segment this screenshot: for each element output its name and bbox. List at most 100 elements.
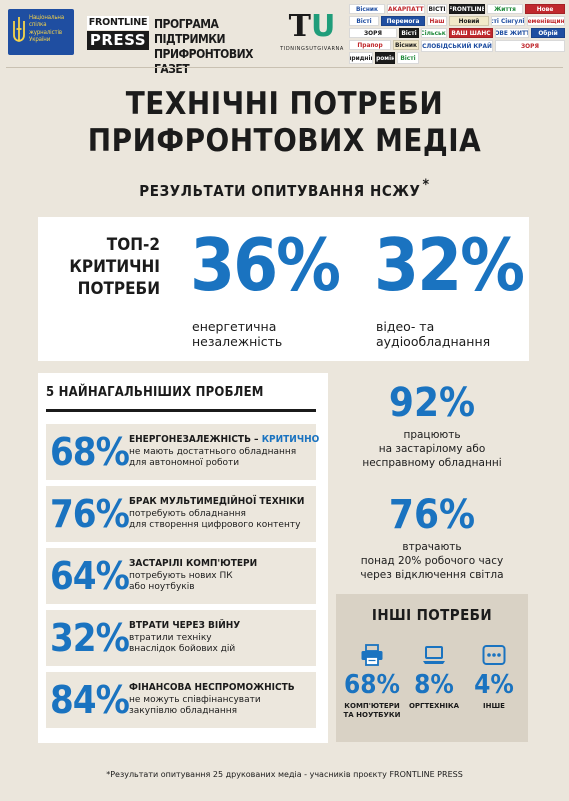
problem-value: 76% — [50, 492, 130, 536]
newspaper-masthead: Вісті — [397, 52, 419, 64]
other-needs-panel: ІНШІ ПОТРЕБИ 68% КОМП'ЮТЕРИ ТА НОУТБУКИ … — [336, 594, 528, 742]
problem-title-text: ФІНАНСОВА НЕСПРОМОЖНІСТЬ — [129, 682, 295, 693]
problem-item-background — [46, 672, 316, 728]
problem-description-line-1: потребують нових ПК — [129, 571, 233, 581]
page-subtitle: РЕЗУЛЬТАТИ ОПИТУВАННЯ НСЖУ * — [0, 177, 569, 200]
problem-item: 84% ФІНАНСОВА НЕСПРОМОЖНІСТЬ не можуть с… — [46, 672, 316, 728]
top-needs-label-line-1: ТОП-2 — [106, 235, 160, 255]
newspaper-masthead: Промінь — [375, 52, 395, 64]
top-need-caption: енергетична незалежність — [192, 319, 282, 349]
problem-title: ФІНАНСОВА НЕСПРОМОЖНІСТЬ — [129, 682, 295, 694]
newspaper-masthead: ВІСТІ — [427, 4, 447, 14]
newspaper-masthead: ВАШ ШАНС — [449, 28, 493, 38]
newspaper-mastheads-collage: ВісникЗАКАРПАТТЯВІСТІFRONTLINEЖиттяНовеВ… — [349, 4, 565, 66]
stat-caption: втрачають понад 20% робочого часу через … — [336, 540, 528, 582]
problem-description-line-1: потребують обладнання — [129, 509, 246, 519]
other-need-label-line-1: ІНШЕ — [483, 702, 505, 710]
program-title: ПРОГРАМА ПІДТРИМКИ ПРИФРОНТОВИХ ГАЗЕТ — [154, 17, 253, 76]
stat-value: 92% — [388, 380, 476, 426]
more-dots-icon — [482, 645, 506, 665]
newspaper-masthead: Сільські — [421, 28, 447, 38]
frontline-press-logo-bottom: PRESS — [87, 31, 149, 50]
problem-description: втратили техніку внаслідок бойових дій — [129, 633, 235, 655]
newspaper-masthead: ЗОРЯ — [495, 40, 565, 52]
problem-value: 84% — [50, 678, 130, 722]
problem-title-text: БРАК МУЛЬТИМЕДІЙНОЇ ТЕХНІКИ — [129, 496, 305, 507]
other-needs-heading: ІНШІ ПОТРЕБИ — [371, 606, 493, 624]
stat-caption-line-3: несправному обладнанні — [362, 457, 502, 469]
newspaper-masthead: Новий — [449, 16, 489, 26]
problem-title: ЕНЕРГОНЕЗАЛЕЖНІСТЬ – КРИТИЧНО — [129, 434, 319, 446]
problem-title: ВТРАТИ ЧЕРЕЗ ВІЙНУ — [129, 620, 240, 632]
top-need-caption-line-2: незалежність — [192, 334, 283, 349]
footnote: *Результати опитування 25 друкованих мед… — [106, 770, 463, 779]
problem-item: 68% ЕНЕРГОНЕЗАЛЕЖНІСТЬ – КРИТИЧНО не маю… — [46, 424, 319, 480]
newspaper-masthead: СЛОБІДСЬКИЙ КРАЙ — [421, 40, 493, 52]
tu-logo-mark: TU — [278, 11, 346, 43]
other-need-value: 4% — [474, 670, 514, 700]
other-need-label: ОРГТЕХНІКА — [404, 702, 464, 711]
problems-heading: 5 НАЙНАГАЛЬНІШИХ ПРОБЛЕМ — [46, 385, 264, 400]
problem-item-background — [46, 486, 316, 542]
problem-title-text: ЕНЕРГОНЕЗАЛЕЖНІСТЬ – — [129, 434, 262, 445]
problem-description: потребують нових ПК або ноутбуків — [129, 571, 233, 593]
problem-title: ЗАСТАРІЛІ КОМП'ЮТЕРИ — [129, 558, 257, 570]
other-need-label: ІНШЕ — [464, 702, 524, 711]
tu-logo-u: U — [310, 9, 336, 44]
problem-value: 68% — [50, 430, 130, 474]
top-problems-panel: 5 НАЙНАГАЛЬНІШИХ ПРОБЛЕМ 68% ЕНЕРГОНЕЗАЛ… — [38, 373, 328, 743]
newspaper-masthead: Вісник — [393, 40, 419, 50]
problem-item-background — [46, 548, 316, 604]
other-need-label-line-1: ОРГТЕХНІКА — [408, 702, 460, 710]
problem-value: 64% — [50, 554, 130, 598]
problem-title: БРАК МУЛЬТИМЕДІЙНОЇ ТЕХНІКИ — [129, 496, 304, 508]
frontline-press-logo-top: FRONTLINE — [87, 16, 149, 30]
problem-item: 64% ЗАСТАРІЛІ КОМП'ЮТЕРИ потребують нови… — [46, 548, 316, 604]
printer-icon — [361, 644, 383, 666]
page-title: ТЕХНІЧНІ ПОТРЕБИ ПРИФРОНТОВИХ МЕДІА — [0, 86, 569, 160]
stat-caption-line-3: через відключення світла — [360, 569, 504, 581]
ukraine-trident-emblem-icon — [13, 17, 25, 42]
nsju-logo: Національна спілка журналістів України — [8, 9, 74, 55]
problem-description-line-1: втратили техніку — [129, 633, 212, 643]
partner-logos-header: Національна спілка журналістів України F… — [0, 0, 569, 76]
problem-title-text: ЗАСТАРІЛІ КОМП'ЮТЕРИ — [129, 558, 258, 569]
other-need-label-line-2: ТА НОУТБУКИ — [343, 711, 401, 719]
stat-caption-line-1: втрачають — [402, 541, 462, 553]
tu-logo-text: TIDNINGSUTGIVARNA — [280, 46, 344, 52]
other-need-label-line-1: КОМП'ЮТЕРИ — [344, 702, 400, 710]
problem-description-line-2: або ноутбуків — [129, 582, 195, 592]
footnote-asterisk: * — [422, 177, 430, 193]
other-need-item: 8% ОРГТЕХНІКА — [404, 644, 464, 711]
problem-item-background — [46, 610, 316, 666]
newspaper-masthead: ЗАКАРПАТТЯ — [387, 4, 425, 14]
newspaper-masthead: Життя — [487, 4, 523, 14]
problem-description: не мають достатнього обладнання для авто… — [129, 447, 296, 469]
newspaper-masthead: Вісті — [399, 28, 419, 38]
top-needs-label-line-2: КРИТИЧНІ — [69, 257, 160, 277]
problem-item-background — [46, 424, 316, 480]
other-need-item: 4% ІНШЕ — [464, 644, 524, 711]
top-needs-label-line-3: ПОТРЕБИ — [77, 279, 160, 299]
top-need-caption-line-1: енергетична — [192, 319, 277, 334]
problem-item: 76% БРАК МУЛЬТИМЕДІЙНОЇ ТЕХНІКИ потребую… — [46, 486, 316, 542]
problem-title-text: ВТРАТИ ЧЕРЕЗ ВІЙНУ — [129, 620, 241, 631]
top-need-caption: відео- та аудіообладнання — [376, 319, 490, 349]
frontline-press-logo: FRONTLINE PRESS — [87, 16, 149, 50]
page-title-line-1: ТЕХНІЧНІ ПОТРЕБИ — [125, 86, 444, 122]
problem-description: потребують обладнання для створення цифр… — [129, 509, 300, 531]
problem-item: 32% ВТРАТИ ЧЕРЕЗ ВІЙНУ втратили техніку … — [46, 610, 316, 666]
top-needs-panel: ТОП-2 КРИТИЧНІ ПОТРЕБИ 36% енергетична н… — [38, 217, 529, 361]
page-subtitle-text: РЕЗУЛЬТАТИ ОПИТУВАННЯ НСЖУ — [139, 182, 421, 200]
problem-description: не можуть співфінансувати закупівлю обла… — [129, 695, 261, 717]
top-need-value: 36% — [190, 223, 341, 307]
other-need-item: 68% КОМП'ЮТЕРИ ТА НОУТБУКИ — [342, 644, 402, 720]
problem-title-accent: КРИТИЧНО — [261, 434, 320, 445]
top-needs-label: ТОП-2 КРИТИЧНІ ПОТРЕБИ — [46, 234, 160, 300]
newspaper-masthead: Вісті придніпров'я — [349, 52, 373, 64]
newspaper-masthead: Вісті Сінгуліна — [491, 16, 525, 26]
stat-caption-line-1: працюють — [403, 429, 461, 441]
newspaper-masthead: FRONTLINE — [449, 4, 485, 14]
other-need-value: 8% — [414, 670, 454, 700]
problem-description-line-2: для автономної роботи — [129, 458, 240, 468]
